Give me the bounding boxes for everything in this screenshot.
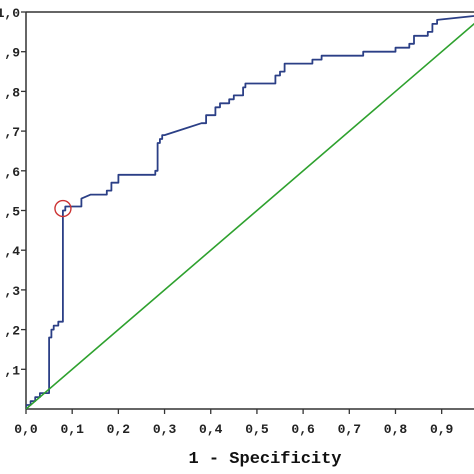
y-tick-label: ,6: [4, 165, 20, 180]
x-tick-label: 0,6: [291, 422, 315, 437]
y-tick-label: ,4: [4, 244, 20, 259]
y-tick-label: ,5: [4, 205, 20, 220]
y-tick-label: ,8: [4, 85, 20, 100]
y-tick-label: ,3: [4, 284, 20, 299]
x-tick-label: 0,9: [430, 422, 454, 437]
x-tick-label: 0,5: [245, 422, 269, 437]
reference-diagonal-line: [26, 22, 474, 409]
y-tick-label: 1,0: [0, 6, 20, 21]
y-tick-label: ,1: [4, 363, 20, 378]
x-tick-label: 0,7: [338, 422, 361, 437]
cutoff-marker: [54, 199, 72, 218]
y-tick-label: ,9: [4, 46, 20, 61]
roc-curve: [26, 15, 474, 409]
x-axis-title: 1 - Specificity: [188, 450, 341, 469]
x-tick-label: 0,3: [153, 422, 177, 437]
x-tick-label: 0,4: [199, 422, 223, 437]
y-tick-label: ,2: [4, 324, 20, 339]
x-tick-label: 0,2: [107, 422, 131, 437]
x-tick-label: 0,0: [14, 422, 38, 437]
y-tick-label: ,7: [4, 125, 20, 140]
x-tick-label: 0,8: [384, 422, 408, 437]
x-tick-label: 0,1: [60, 422, 84, 437]
